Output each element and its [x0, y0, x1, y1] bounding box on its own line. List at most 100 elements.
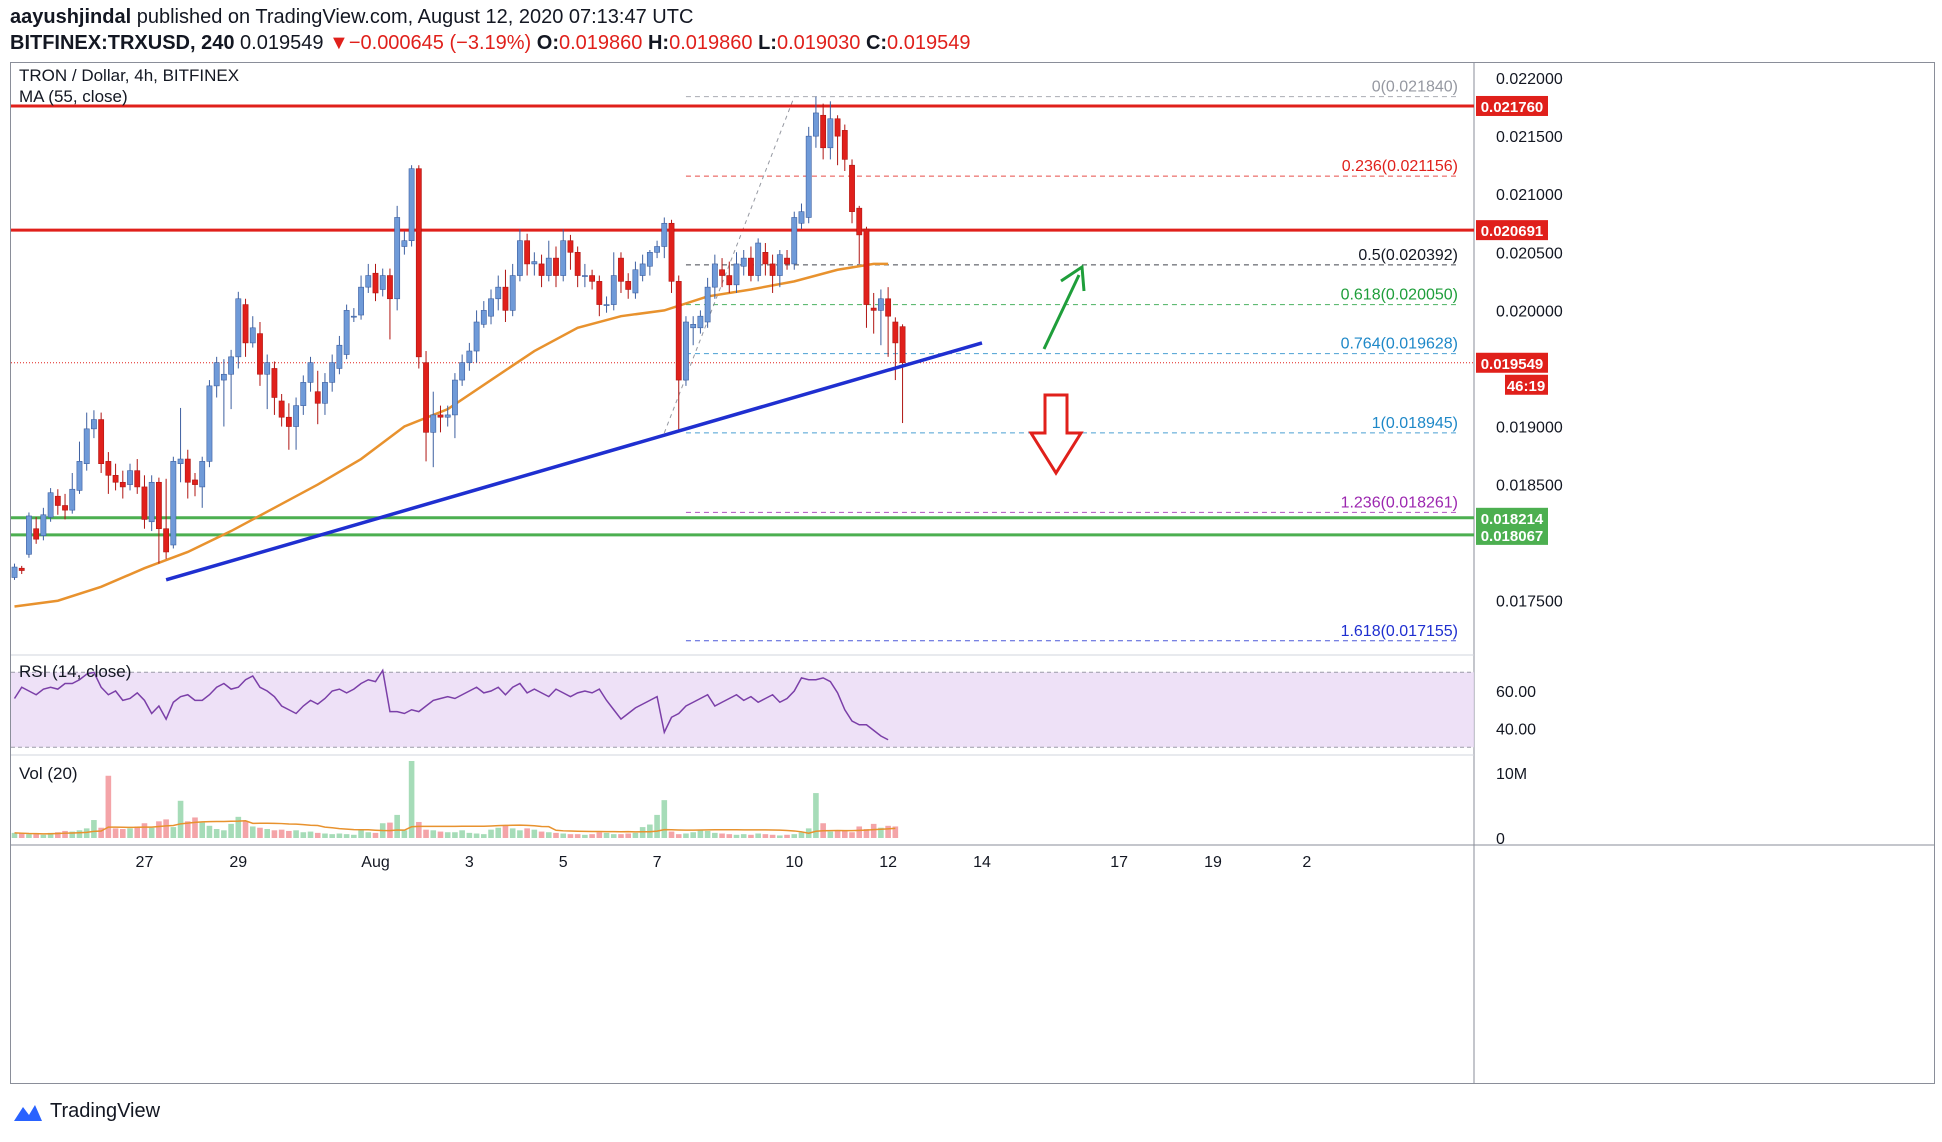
volume-bar — [105, 775, 112, 838]
volume-bar — [712, 832, 718, 838]
volume-bar — [83, 828, 90, 838]
volume-bar — [343, 834, 350, 838]
volume-bar — [538, 831, 545, 838]
candle — [856, 207, 863, 236]
candle — [365, 275, 372, 288]
y-tick-label: 0.021000 — [1496, 187, 1563, 204]
volume-bar — [76, 830, 83, 838]
volume-bar — [423, 829, 429, 838]
close-label: C: — [865, 32, 888, 54]
candle — [163, 528, 170, 553]
candle — [192, 479, 198, 485]
candle — [336, 344, 343, 369]
volume-bar — [495, 827, 502, 838]
candle — [834, 118, 841, 137]
x-tick-label: Aug — [361, 854, 389, 871]
volume-bar — [69, 831, 76, 838]
volume-bar — [286, 830, 292, 838]
candle — [560, 240, 567, 276]
candle — [639, 263, 646, 276]
candle — [632, 269, 639, 294]
candle — [675, 281, 682, 381]
volume-bar — [509, 828, 516, 838]
candle — [820, 114, 827, 149]
volume-bar — [221, 830, 227, 838]
volume-bar — [719, 833, 725, 838]
volume-bar — [740, 834, 747, 838]
publish-line: aayushjindal published on TradingView.co… — [10, 6, 693, 29]
candle — [863, 228, 870, 305]
volume-bar — [466, 832, 473, 838]
brand-name[interactable]: TradingView — [50, 1100, 161, 1122]
volume-bar — [596, 832, 603, 838]
volume-bar — [199, 822, 206, 838]
candle — [488, 298, 494, 317]
candle — [257, 333, 263, 375]
volume-bar — [47, 832, 54, 838]
x-tick-label: 7 — [653, 854, 662, 871]
rsi-tick-label: 40.00 — [1496, 722, 1536, 739]
volume-bar — [26, 834, 32, 838]
countdown-label: 46:19 — [1507, 378, 1545, 395]
high-value: 0.019860 — [669, 32, 753, 54]
volume-bar — [589, 834, 595, 838]
candle — [581, 275, 588, 277]
last-price: 0.019549 — [240, 32, 324, 54]
volume-bar — [11, 832, 18, 838]
volume-bar — [437, 831, 444, 838]
candle — [776, 254, 783, 276]
volume-bar — [473, 833, 480, 838]
volume-bar — [517, 830, 523, 838]
price-badge-label: 0.018067 — [1481, 528, 1544, 545]
candle — [646, 252, 653, 267]
volume-legend: Vol (20) — [19, 764, 78, 783]
low-label: L: — [758, 32, 777, 54]
low-value: 0.019030 — [776, 32, 861, 54]
candle — [538, 263, 545, 276]
footer: TradingView — [12, 1100, 160, 1123]
candle — [726, 275, 733, 286]
candle — [271, 368, 278, 398]
candle — [697, 315, 704, 329]
y-tick-label: 0.022000 — [1496, 71, 1563, 88]
volume-bar — [726, 834, 733, 838]
candle — [11, 566, 18, 578]
volume-bar — [733, 834, 740, 838]
volume-bar — [849, 832, 855, 838]
ohlc-line: BITFINEX:TRXUSD, 240 0.019549 ▼−0.000645… — [10, 32, 970, 55]
author-name[interactable]: aayushjindal — [10, 6, 132, 28]
candle — [278, 400, 285, 418]
volume-bar — [545, 832, 552, 838]
y-tick-label: 0.020500 — [1496, 245, 1563, 262]
volume-bar — [502, 825, 509, 838]
fib-level-label: 0(0.021840) — [1372, 79, 1458, 96]
candle — [206, 385, 213, 462]
down-arrow-icon — [1028, 393, 1084, 476]
volume-bar — [878, 827, 884, 838]
volume-bar — [488, 829, 494, 838]
volume-bar — [430, 830, 437, 838]
volume-bar — [459, 830, 465, 838]
volume-bar — [322, 833, 328, 838]
volume-bar — [704, 830, 711, 838]
candle — [444, 414, 451, 418]
rsi-tick-label: 60.00 — [1496, 684, 1536, 701]
volume-tick-label: 0 — [1496, 831, 1505, 848]
volume-bar — [228, 823, 234, 838]
candle — [805, 135, 812, 218]
candle — [379, 275, 386, 290]
candle — [372, 272, 379, 294]
candle — [18, 567, 25, 571]
y-tick-label: 0.019000 — [1496, 420, 1563, 437]
volume-tick-label: 10M — [1496, 766, 1527, 783]
candle — [83, 428, 90, 464]
candle — [769, 263, 776, 276]
price-chart[interactable]: 0.022000 0.021500 0.021000 0.020500 0.020000… — [11, 63, 1934, 1083]
fib-level-label: 0.5(0.020392) — [1358, 247, 1458, 264]
y-tick-label: 0.021500 — [1496, 129, 1563, 146]
candle — [235, 298, 242, 358]
candle — [668, 222, 675, 282]
candle — [596, 281, 603, 305]
volume-bar — [120, 829, 126, 838]
candle — [329, 362, 336, 383]
